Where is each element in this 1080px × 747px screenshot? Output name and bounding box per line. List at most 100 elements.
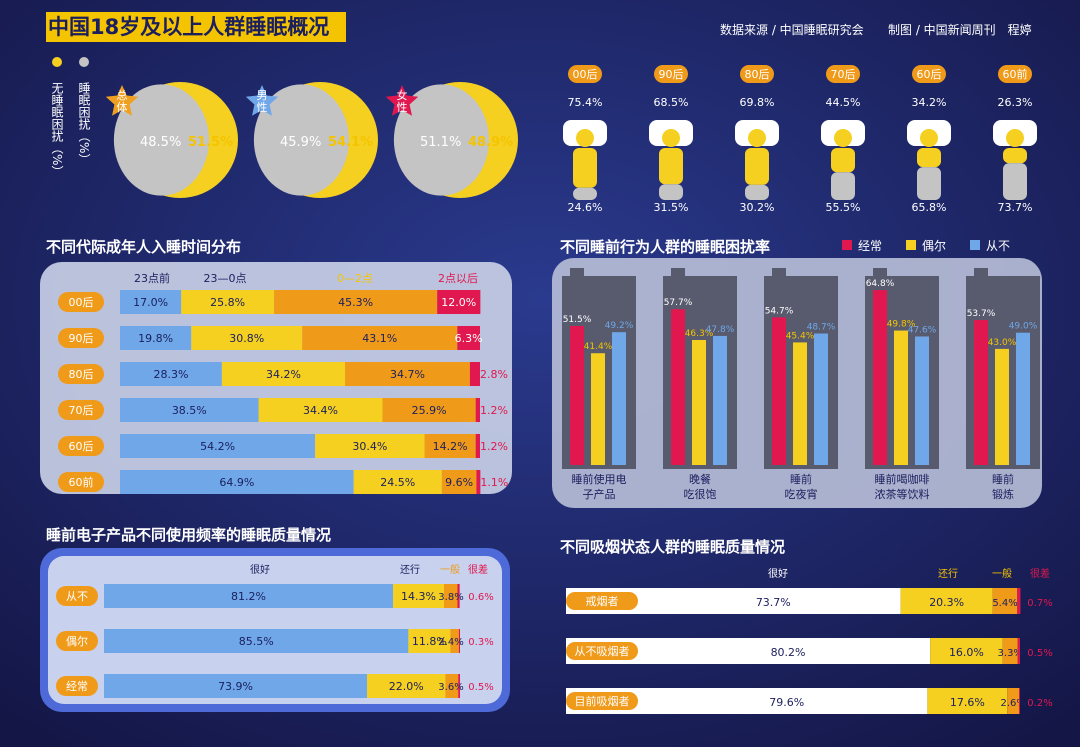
bedtime-bar-label: 1.2% [480,440,508,453]
behavior-category-label: 吃很饱 [684,487,717,501]
behavior-legend: 经常 偶尔 从不 [842,238,1010,253]
behavior-bar [915,336,929,465]
building-chimney [570,268,584,278]
bedtime-bar-segment [120,470,354,494]
bedtime-bar-segment [274,290,438,314]
smoke-bar-segment [930,638,1003,664]
behavior-bar [713,335,727,465]
bedtime-bar-segment [345,362,470,386]
eprod-bar-label: 2.4% [438,637,463,648]
smoke-bar-segment [1002,638,1018,664]
generation-tag-label: 60前 [1003,67,1028,81]
behavior-bar-label: 51.5% [563,315,592,325]
eprod-bar-label: 3.6% [438,682,463,693]
behavior-bar [1016,332,1030,465]
behavior-bar-label: 47.8% [706,325,735,335]
bedtime-bar-label: 30.4% [352,440,387,453]
behavior-bar-label: 49.0% [1009,322,1038,332]
bedtime-bar-label: 19.8% [138,332,173,345]
legend-no-trouble: 无睡眠困扰（%） [50,82,64,177]
bedtime-bar-label: 17.0% [133,296,168,309]
pie-trouble-label: 51.1% [420,135,461,150]
building-chimney [873,268,887,278]
smoke-row-label: 戒烟者 [586,594,619,608]
sleeper-body-upper [1003,148,1027,164]
smoke-bar-label: 3.3% [998,648,1023,659]
smoke-row-label: 目前吸烟者 [575,694,630,708]
behavior-bar [570,325,584,465]
sleeper-body-upper [831,148,855,173]
sleeper-head-icon [920,129,938,147]
smoke-series-header: 还行 [938,567,958,580]
behavior-bar-label: 54.7% [765,306,794,316]
eprod-row-tag [56,676,98,696]
behavior-category-label: 睡前 [992,472,1014,486]
pie-no-trouble-label: 48.9% [468,135,513,150]
bedtime-bar-segment [120,290,182,314]
eprod-row-label: 偶尔 [66,635,88,648]
bedtime-bar-segment [353,470,442,494]
behavior-bar-label: 49.2% [605,321,634,331]
generation-upper-value: 68.5% [654,96,689,109]
bedtime-series-header: 2点以后 [438,272,478,285]
eprod-bar-label: 73.9% [218,680,253,693]
sleeper-head-icon [662,129,680,147]
eprod-bar-segment [393,584,444,608]
behavior-legend-label: 偶尔 [922,238,946,253]
smoke-bar-segment [1007,688,1020,714]
behavior-bar [873,290,887,465]
smoke-bar-label: 73.7% [756,596,791,609]
bedtime-series-header: 23点前 [134,271,170,285]
credit-text: 制图 / 中国新闻周刊 程婷 [888,22,1032,37]
eprod-bar-segment [408,629,451,653]
behavior-legend-label: 经常 [858,239,882,253]
generation-tag-label: 00后 [573,68,598,81]
smoke-bar-label: 20.3% [929,596,964,609]
behavior-legend-swatch [906,240,916,250]
smoke-bar-segment [1017,638,1020,664]
eprod-bar-segment [367,674,446,698]
bedtime-row-label: 90后 [69,332,94,345]
eprod-bar-segment [450,629,459,653]
source-text: 数据来源 / 中国睡眠研究会 [720,22,864,37]
behavior-bar-label: 49.8% [887,320,916,330]
bedtime-bar-label: 24.5% [380,476,415,489]
behavior-bar-label: 46.3% [685,329,714,339]
bedtime-bar-segment [441,470,477,494]
eprod-bar-segment [445,674,459,698]
sleeper-body-upper [917,148,941,168]
eprod-bar-segment [443,584,458,608]
smoke-bar-label: 79.6% [769,696,804,709]
bedtime-bar-segment [315,434,425,458]
bedtime-bar-label: 45.3% [338,296,373,309]
behavior-category-label: 晚餐 [689,472,711,486]
pie-trouble-area [393,84,489,196]
eprod-bar-label: 3.8% [438,592,463,603]
sleeper-body-upper [573,148,597,188]
bedtime-bar-label: 30.8% [229,332,264,345]
bedtime-bar-label: 6.3% [455,332,483,345]
bedtime-bar-segment [424,434,476,458]
behavior-category-label: 浓茶等饮料 [875,487,930,501]
bedtime-chart: 23点前 23—0点 0—2点 2点以后 00后 17.0% 25.8% 45.3% 12.0%… [58,271,508,494]
generation-lower-value: 55.5% [826,201,861,214]
bedtime-bar-segment [120,398,259,422]
pie-group-label: 女性 [397,88,408,114]
smoke-chart: 很好 还行 一般 很差 73.7% 20.3% 5.4% 0.7% 戒烟者 80.2% 16.0% 3… [566,567,1053,714]
smoke-bar-segment [1019,688,1020,714]
behavior-legend-swatch [842,240,852,250]
eprod-bar-label: 0.5% [468,682,493,693]
sleeper-body-lower [1003,163,1027,200]
smoke-row-label: 从不吸烟者 [575,644,630,658]
legend-no-trouble-dot [52,57,62,67]
bedtime-row-label: 00后 [69,296,94,309]
generation-tag [568,65,602,83]
bedtime-bar-label: 38.5% [172,404,207,417]
bedtime-bar-segment [469,362,480,386]
bedtime-bar-segment [382,398,476,422]
bedtime-bar-segment [457,326,480,350]
smoke-bar-label: 0.7% [1027,598,1052,609]
legend-trouble: 睡眠困扰（%） [77,82,91,166]
bedtime-bar-label: 43.1% [362,332,397,345]
